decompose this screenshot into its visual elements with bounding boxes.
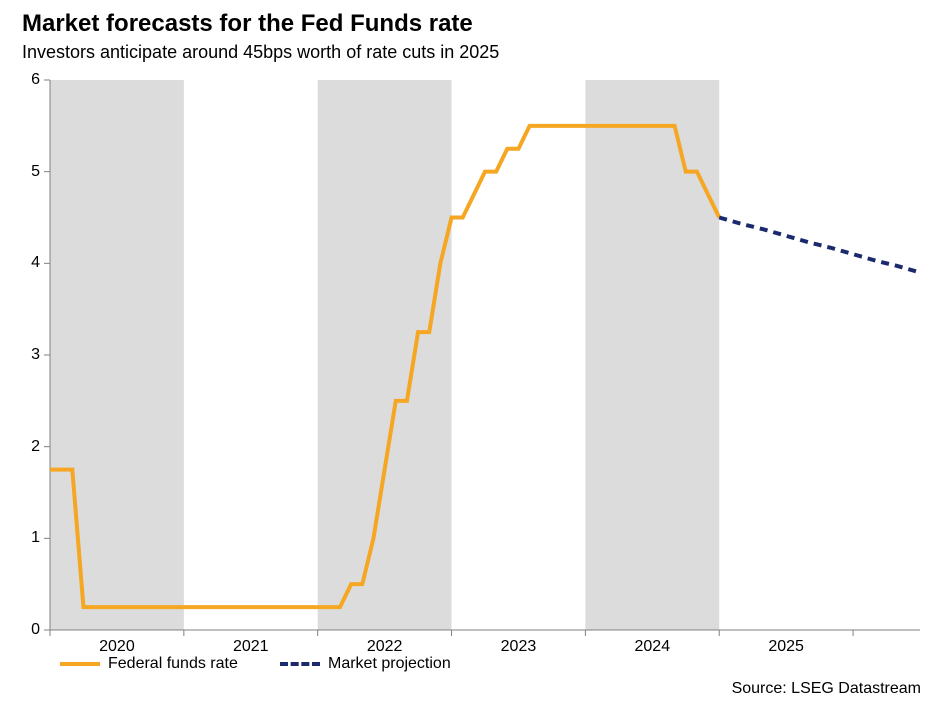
series-line: [719, 218, 920, 273]
chart-container: Market forecasts for the Fed Funds rate …: [0, 0, 941, 706]
legend-item-1: Federal funds rate: [60, 655, 238, 673]
legend-swatch-2: [280, 662, 320, 666]
x-tick-label: 2023: [488, 638, 548, 656]
shaded-band: [318, 80, 452, 630]
y-tick-label: 0: [0, 621, 40, 639]
legend-label-2: Market projection: [328, 655, 451, 673]
y-tick-label: 3: [0, 346, 40, 364]
y-tick-label: 1: [0, 529, 40, 547]
x-tick-label: 2024: [622, 638, 682, 656]
x-tick-label: 2021: [221, 638, 281, 656]
y-tick-label: 5: [0, 163, 40, 181]
y-tick-label: 2: [0, 438, 40, 456]
y-tick-label: 4: [0, 254, 40, 272]
shaded-band: [585, 80, 719, 630]
legend-item-2: Market projection: [280, 655, 451, 673]
source-text: Source: LSEG Datastream: [732, 680, 921, 698]
x-tick-label: 2022: [355, 638, 415, 656]
plot-area: [0, 0, 941, 706]
legend-swatch-1: [60, 662, 100, 666]
y-tick-label: 6: [0, 71, 40, 89]
x-tick-label: 2020: [87, 638, 147, 656]
shaded-band: [50, 80, 184, 630]
legend-label-1: Federal funds rate: [108, 655, 238, 673]
x-tick-label: 2025: [756, 638, 816, 656]
